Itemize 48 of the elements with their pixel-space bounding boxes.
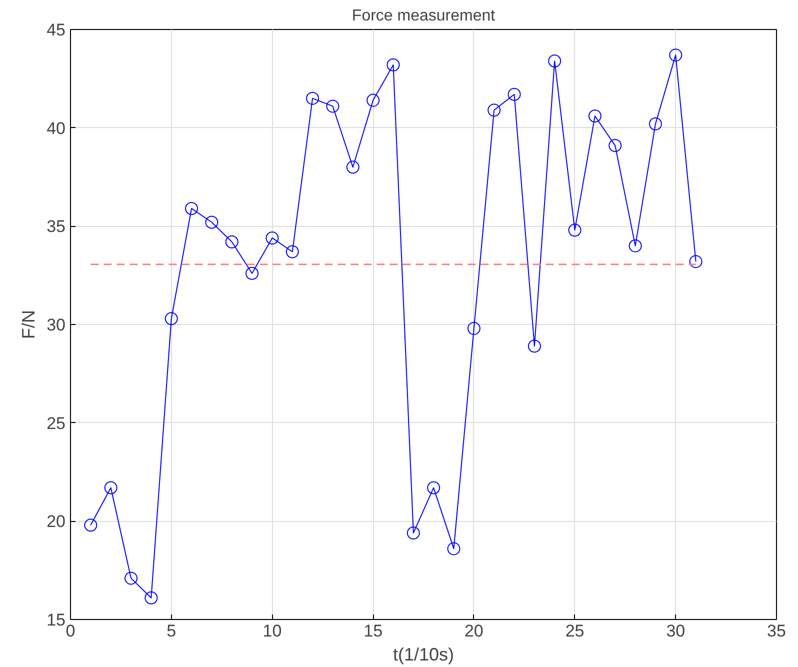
point bbox=[548, 54, 562, 68]
y-tick-label: 20 bbox=[46, 512, 66, 532]
point bbox=[467, 322, 480, 335]
point bbox=[185, 202, 198, 215]
point bbox=[104, 481, 118, 494]
point bbox=[84, 518, 98, 532]
point bbox=[447, 542, 460, 556]
point bbox=[386, 58, 400, 72]
point bbox=[205, 216, 218, 229]
point bbox=[225, 235, 238, 248]
y-axis-title: F/N bbox=[18, 310, 39, 339]
point bbox=[346, 160, 360, 174]
point bbox=[266, 231, 279, 244]
point bbox=[528, 340, 541, 353]
y-tick-label: 45 bbox=[46, 20, 66, 40]
point bbox=[568, 224, 582, 237]
chart-title: Force measurement bbox=[352, 8, 496, 24]
x-tick-label: 20 bbox=[464, 622, 484, 640]
point bbox=[286, 245, 299, 258]
point bbox=[669, 48, 682, 62]
x-tick-label: 25 bbox=[565, 622, 584, 640]
point bbox=[144, 591, 158, 604]
point bbox=[246, 266, 259, 280]
x-tick-label: 0 bbox=[66, 622, 76, 640]
x-axis-title: t(1/10s) bbox=[392, 644, 454, 664]
y-tick-label: 30 bbox=[46, 316, 66, 334]
point bbox=[608, 139, 622, 152]
x-tick-label: 30 bbox=[666, 622, 686, 640]
point bbox=[689, 255, 702, 268]
point bbox=[164, 312, 178, 326]
point bbox=[406, 526, 420, 540]
point bbox=[124, 572, 138, 585]
point bbox=[366, 94, 380, 107]
point bbox=[648, 117, 662, 130]
x-tick-label: 15 bbox=[364, 622, 383, 640]
y-tick-label: 35 bbox=[46, 217, 66, 236]
x-tick-label: 35 bbox=[767, 622, 786, 640]
x-tick-label: 5 bbox=[166, 622, 176, 640]
point bbox=[488, 104, 501, 117]
point bbox=[326, 100, 340, 113]
point bbox=[427, 481, 440, 494]
point bbox=[508, 88, 521, 101]
y-tick-label: 40 bbox=[46, 118, 66, 138]
point bbox=[628, 239, 642, 252]
point bbox=[588, 110, 602, 123]
point bbox=[306, 92, 320, 105]
x-tick-label: 10 bbox=[262, 622, 282, 640]
y-tick-label: 25 bbox=[46, 414, 66, 433]
